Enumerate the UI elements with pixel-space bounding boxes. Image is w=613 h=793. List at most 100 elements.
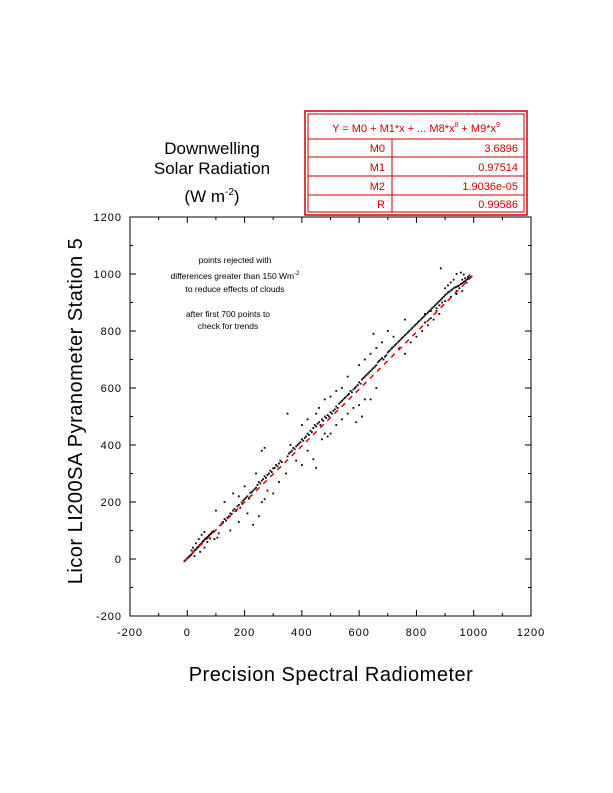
data-point xyxy=(331,412,333,415)
fit-row-value-m1: 0.97514 xyxy=(478,162,518,174)
data-point xyxy=(366,372,369,375)
data-point xyxy=(464,280,467,283)
data-point xyxy=(388,350,391,352)
data-point xyxy=(449,289,452,292)
data-point xyxy=(341,399,343,402)
y-tick-label: 1000 xyxy=(94,269,122,281)
data-point xyxy=(405,332,408,335)
data-point xyxy=(359,382,362,385)
data-point xyxy=(394,344,396,347)
data-point xyxy=(438,313,441,315)
data-point xyxy=(299,441,302,444)
data-point xyxy=(398,340,401,342)
annotation-line: to reduce effects of clouds xyxy=(185,284,284,294)
fit-table-border xyxy=(304,110,528,216)
data-point xyxy=(441,301,444,304)
data-point xyxy=(461,290,464,292)
data-point xyxy=(399,338,402,341)
data-point xyxy=(458,284,461,287)
data-point xyxy=(329,432,332,435)
data-point xyxy=(389,348,392,351)
fit-row-name-r: R xyxy=(377,199,385,211)
data-point xyxy=(279,459,282,462)
data-point xyxy=(285,472,288,475)
data-point xyxy=(358,381,361,384)
data-point xyxy=(363,358,366,361)
data-point xyxy=(239,506,242,509)
data-point xyxy=(435,307,438,310)
data-point xyxy=(449,281,452,284)
data-point xyxy=(250,491,253,493)
y-axis-ticks: -200 0 200 400 600 800 1000 1200 xyxy=(94,212,531,623)
annotation-line: differences greater than 150 Wm-2 xyxy=(171,271,301,281)
data-point xyxy=(286,455,289,458)
data-point xyxy=(278,481,280,483)
annotation-trends: after first 700 points to check for tren… xyxy=(186,309,270,331)
x-tick-label: 400 xyxy=(291,627,312,639)
data-point xyxy=(289,451,292,454)
data-point xyxy=(428,310,431,312)
data-point xyxy=(382,358,385,361)
data-point xyxy=(398,347,401,349)
data-point xyxy=(416,321,419,324)
data-point xyxy=(333,408,336,411)
data-point xyxy=(257,481,260,483)
data-point xyxy=(246,512,249,515)
data-point xyxy=(295,445,298,448)
data-point xyxy=(379,358,382,361)
data-point xyxy=(338,402,340,405)
data-point xyxy=(265,476,267,479)
data-point xyxy=(434,304,436,307)
data-point xyxy=(260,501,263,503)
data-point xyxy=(348,392,351,395)
data-point xyxy=(229,529,232,532)
data-point xyxy=(408,330,411,332)
x-axis-label: Precision Spectral Radiometer xyxy=(189,664,474,686)
data-point xyxy=(315,412,318,415)
data-point xyxy=(253,488,256,491)
data-point xyxy=(369,370,372,372)
data-point xyxy=(378,360,381,362)
data-point xyxy=(263,475,266,478)
data-point xyxy=(255,472,257,475)
data-point xyxy=(429,317,432,320)
y-tick-label: 1200 xyxy=(94,212,122,224)
data-point xyxy=(232,492,235,495)
data-point xyxy=(444,294,446,297)
data-point xyxy=(365,374,368,377)
data-point xyxy=(335,424,338,426)
annotation-line: points rejected with xyxy=(199,255,272,265)
y-tick-label: 800 xyxy=(101,326,122,338)
data-point xyxy=(306,432,309,435)
fit-table: Y = M0 + M1*x + ... M8*x8 + M9*x9 M0 3.6… xyxy=(304,110,528,216)
data-point xyxy=(339,401,342,404)
data-point xyxy=(353,387,356,389)
data-point xyxy=(385,354,388,357)
data-point xyxy=(343,397,346,399)
data-point xyxy=(386,351,389,354)
data-point xyxy=(310,431,313,434)
x-tick-label: 600 xyxy=(348,627,369,639)
data-point xyxy=(451,288,454,291)
data-point xyxy=(193,555,196,558)
data-point xyxy=(429,308,432,311)
data-point xyxy=(459,271,462,274)
x-tick-label: -200 xyxy=(117,627,143,639)
data-point xyxy=(375,347,378,349)
x-tick-label: 1200 xyxy=(517,627,545,639)
data-point xyxy=(402,335,405,338)
data-point xyxy=(309,429,312,432)
data-point xyxy=(432,318,435,321)
data-point xyxy=(280,461,283,463)
data-point xyxy=(216,536,219,539)
data-point xyxy=(361,378,363,381)
data-point xyxy=(227,515,230,518)
data-point xyxy=(323,415,326,418)
data-point xyxy=(447,291,449,294)
data-point xyxy=(418,320,421,322)
data-point xyxy=(345,395,348,398)
annotation-rejection: points rejected with differences greater… xyxy=(171,255,301,294)
data-point xyxy=(375,364,378,367)
data-point xyxy=(341,418,343,421)
data-point xyxy=(414,324,416,327)
